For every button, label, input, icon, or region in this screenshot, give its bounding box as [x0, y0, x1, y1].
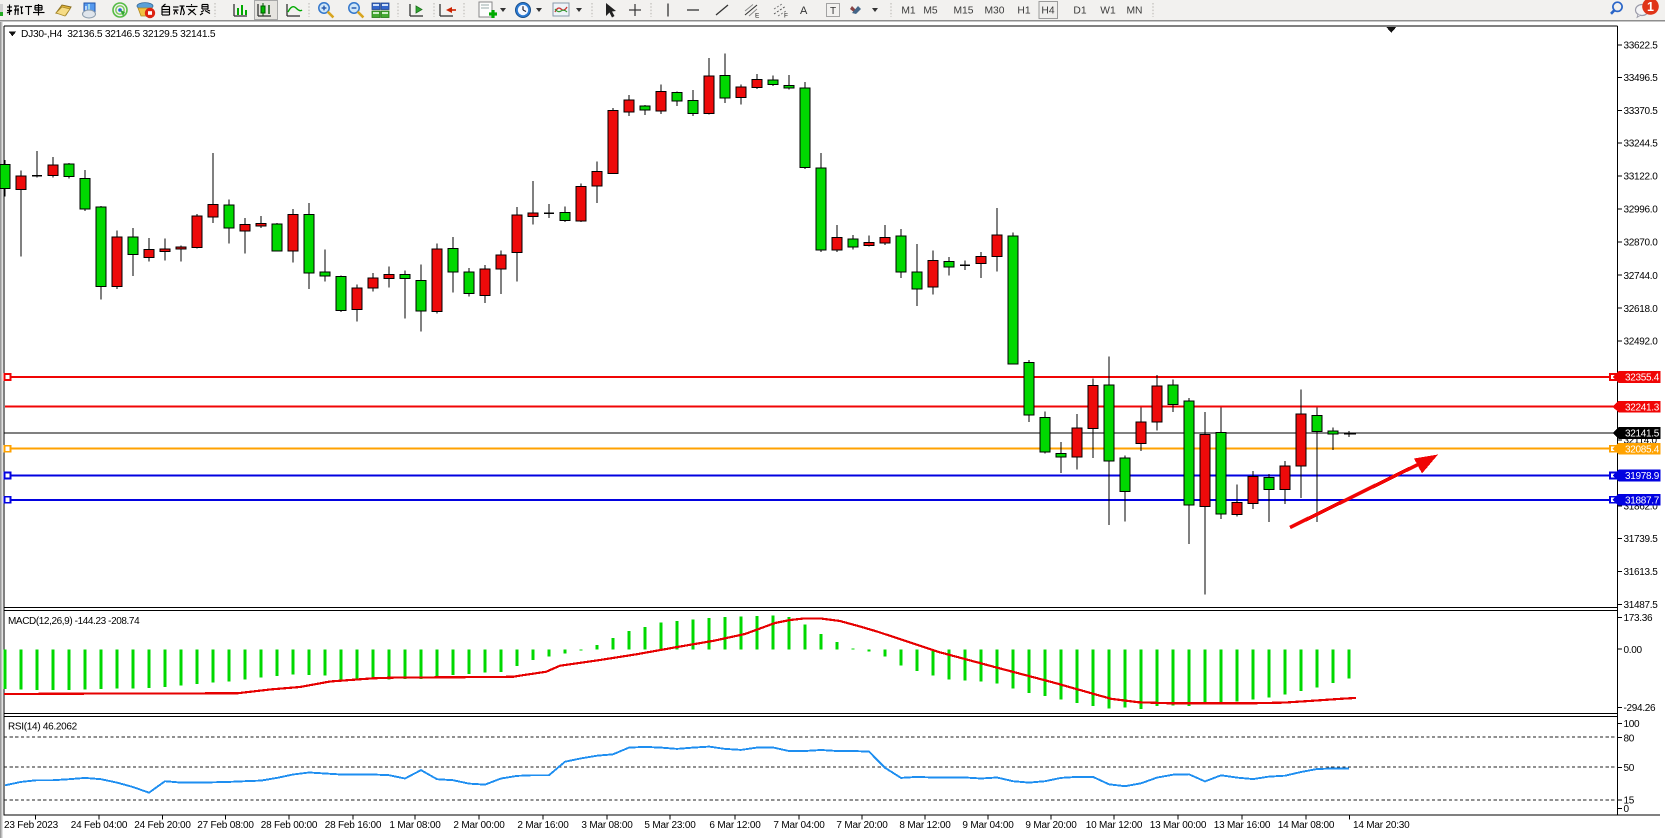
svg-text:31978.9: 31978.9: [1625, 471, 1660, 482]
svg-text:31739.5: 31739.5: [1624, 534, 1659, 545]
svg-text:100: 100: [1624, 719, 1641, 730]
svg-text:32618.0: 32618.0: [1624, 304, 1659, 315]
svg-text:3 Mar 08:00: 3 Mar 08:00: [581, 820, 633, 831]
svg-text:24 Feb 04:00: 24 Feb 04:00: [71, 820, 128, 831]
svg-text:33496.5: 33496.5: [1624, 73, 1659, 84]
svg-text:32744.0: 32744.0: [1624, 271, 1659, 282]
svg-text:32492.0: 32492.0: [1624, 337, 1659, 348]
svg-text:32241.3: 32241.3: [1625, 402, 1660, 413]
svg-text:DJ30-,H4 32136.5 32146.5 3212: DJ30-,H4 32136.5 32146.5 32129.5 32141.5: [21, 29, 216, 40]
svg-text:24 Feb 20:00: 24 Feb 20:00: [134, 820, 191, 831]
svg-text:F: F: [784, 13, 788, 20]
svg-text:10 Mar 12:00: 10 Mar 12:00: [1086, 820, 1143, 831]
svg-text:14 Mar 08:00: 14 Mar 08:00: [1278, 820, 1335, 831]
svg-text:0: 0: [1624, 804, 1630, 815]
svg-text:31613.5: 31613.5: [1624, 567, 1659, 578]
svg-text:W1: W1: [1100, 6, 1116, 17]
svg-text:32870.0: 32870.0: [1624, 238, 1659, 249]
svg-text:5 Mar 23:00: 5 Mar 23:00: [644, 820, 696, 831]
svg-text:M1: M1: [901, 6, 916, 17]
svg-text:1 Mar 08:00: 1 Mar 08:00: [389, 820, 441, 831]
svg-text:32355.4: 32355.4: [1625, 373, 1660, 384]
svg-text:M5: M5: [923, 6, 938, 17]
svg-text:E: E: [755, 13, 760, 20]
svg-text:80: 80: [1624, 733, 1635, 744]
svg-text:-294.26: -294.26: [1624, 703, 1657, 714]
svg-text:2 Mar 00:00: 2 Mar 00:00: [453, 820, 505, 831]
svg-text:7 Mar 20:00: 7 Mar 20:00: [836, 820, 888, 831]
svg-text:27 Feb 08:00: 27 Feb 08:00: [197, 820, 254, 831]
svg-text:8 Mar 12:00: 8 Mar 12:00: [899, 820, 951, 831]
svg-text:28 Feb 16:00: 28 Feb 16:00: [325, 820, 382, 831]
svg-text:28 Feb 00:00: 28 Feb 00:00: [261, 820, 318, 831]
svg-text:32141.5: 32141.5: [1625, 429, 1660, 440]
svg-text:M15: M15: [953, 6, 973, 17]
svg-text:33370.5: 33370.5: [1624, 106, 1659, 117]
svg-text:32114.0: 32114.0: [1624, 435, 1658, 446]
svg-text:33622.5: 33622.5: [1624, 40, 1659, 51]
svg-text:14 Mar 20:30: 14 Mar 20:30: [1353, 820, 1410, 831]
svg-text:A: A: [800, 5, 808, 17]
svg-text:6 Mar 12:00: 6 Mar 12:00: [709, 820, 761, 831]
svg-text:0.00: 0.00: [1624, 645, 1643, 656]
svg-text:15: 15: [1624, 796, 1635, 807]
svg-text:31487.5: 31487.5: [1624, 600, 1659, 611]
svg-text:9 Mar 04:00: 9 Mar 04:00: [962, 820, 1014, 831]
svg-text:9 Mar 20:00: 9 Mar 20:00: [1025, 820, 1077, 831]
svg-text:31862.0: 31862.0: [1624, 501, 1659, 512]
svg-text:H1: H1: [1017, 6, 1030, 17]
svg-text:T: T: [830, 6, 836, 17]
svg-text:33122.0: 33122.0: [1624, 172, 1659, 183]
svg-text:M30: M30: [984, 6, 1004, 17]
svg-text:50: 50: [1624, 763, 1635, 774]
svg-text:31887.7: 31887.7: [1625, 496, 1660, 507]
svg-text:H4: H4: [1041, 6, 1054, 17]
svg-text:7 Mar 04:00: 7 Mar 04:00: [773, 820, 825, 831]
svg-text:MN: MN: [1126, 6, 1142, 17]
svg-text:2 Mar 16:00: 2 Mar 16:00: [517, 820, 569, 831]
svg-text:D1: D1: [1073, 6, 1086, 17]
svg-text:1: 1: [1647, 0, 1654, 14]
svg-text:13 Mar 16:00: 13 Mar 16:00: [1214, 820, 1271, 831]
svg-text:13 Mar 00:00: 13 Mar 00:00: [1150, 820, 1207, 831]
svg-text:32996.0: 32996.0: [1624, 205, 1659, 216]
svg-text:MACD(12,26,9) -144.23 -208.74: MACD(12,26,9) -144.23 -208.74: [8, 616, 140, 627]
svg-text:RSI(14) 46.2062: RSI(14) 46.2062: [8, 722, 78, 733]
svg-text:173.36: 173.36: [1624, 613, 1654, 624]
svg-text:32085.4: 32085.4: [1625, 444, 1660, 455]
svg-text:23 Feb 2023: 23 Feb 2023: [4, 820, 59, 831]
svg-text:33244.5: 33244.5: [1624, 139, 1659, 150]
